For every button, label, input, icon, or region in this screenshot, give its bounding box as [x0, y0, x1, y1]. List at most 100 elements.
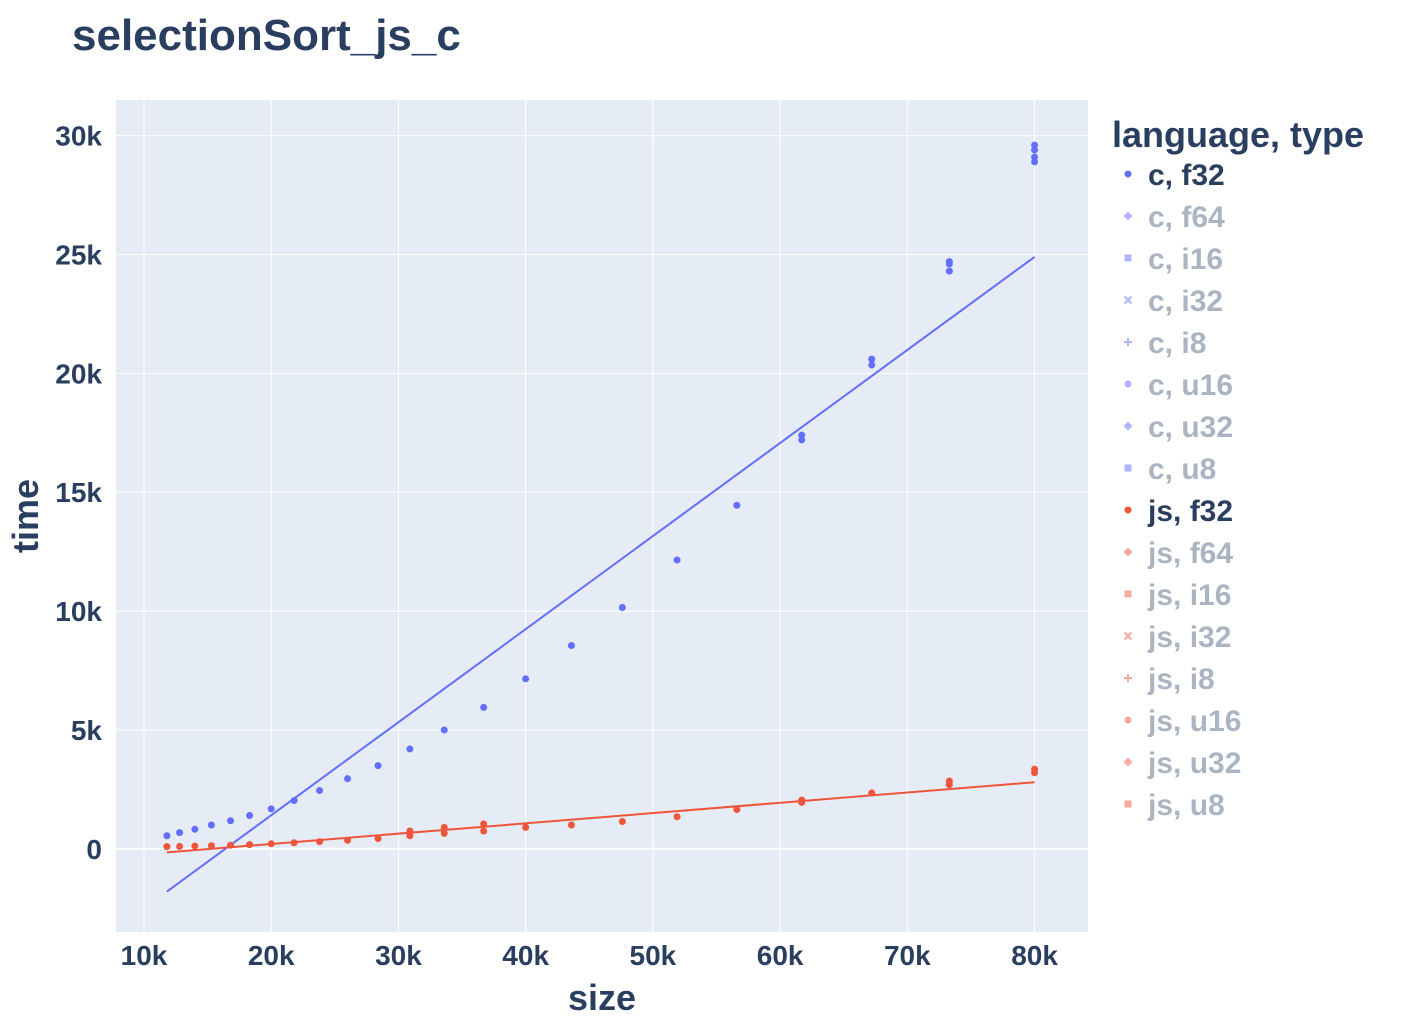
legend-marker [1124, 380, 1132, 388]
data-point[interactable] [267, 805, 275, 813]
data-point[interactable] [176, 829, 184, 837]
x-tick-label: 10k [121, 940, 168, 971]
y-tick-label: 5k [71, 715, 103, 746]
legend-item[interactable]: js, f64 [1123, 537, 1234, 570]
legend-item[interactable]: js, i8 [1124, 663, 1215, 696]
data-point[interactable] [945, 258, 953, 266]
legend-item[interactable]: c, i16 [1124, 243, 1224, 276]
legend-item[interactable]: js, i32 [1123, 621, 1232, 654]
data-point[interactable] [480, 820, 488, 828]
data-point[interactable] [440, 726, 448, 734]
data-point[interactable] [733, 501, 741, 509]
data-point[interactable] [673, 813, 681, 821]
trendline [166, 256, 1036, 893]
data-point[interactable] [344, 775, 352, 783]
y-tick-label: 0 [86, 834, 102, 865]
data-point[interactable] [522, 823, 530, 831]
data-point[interactable] [207, 842, 215, 850]
legend-marker [1124, 674, 1132, 682]
legend-item[interactable]: js, u8 [1124, 789, 1225, 822]
legend-label: js, i8 [1147, 663, 1215, 696]
data-point[interactable] [868, 355, 876, 363]
data-point[interactable] [618, 817, 626, 825]
gridlines [116, 100, 1088, 932]
legend-item[interactable]: js, u16 [1124, 705, 1242, 738]
data-point[interactable] [480, 827, 488, 835]
y-tick-label: 25k [55, 240, 102, 271]
data-point[interactable] [868, 361, 876, 369]
data-point[interactable] [1031, 765, 1039, 773]
data-point[interactable] [267, 840, 275, 848]
data-point[interactable] [246, 841, 254, 849]
data-point[interactable] [290, 839, 298, 847]
legend-item[interactable]: js, u32 [1123, 747, 1242, 780]
x-tick-label: 50k [630, 940, 677, 971]
legend-title: language, type [1112, 114, 1364, 155]
legend-label: js, u16 [1147, 705, 1241, 738]
legend-item[interactable]: c, i8 [1124, 327, 1206, 360]
legend-marker [1124, 590, 1132, 598]
data-point[interactable] [733, 806, 741, 814]
legend-label: c, i16 [1148, 243, 1223, 276]
legend-item[interactable]: c, u8 [1124, 453, 1217, 486]
data-point[interactable] [246, 812, 254, 820]
legend-label: js, i32 [1147, 621, 1231, 654]
chart-title: selectionSort_js_c [72, 11, 461, 60]
data-point[interactable] [945, 267, 953, 275]
legend-item[interactable]: c, f64 [1123, 201, 1226, 234]
legend-marker [1123, 631, 1133, 641]
legend[interactable]: c, f32 c, f64 c, i16 c, i32 c, i8 c, u16 c, u3… [1123, 159, 1242, 822]
data-point[interactable] [440, 829, 448, 837]
data-point[interactable] [1031, 141, 1039, 149]
data-point[interactable] [868, 789, 876, 797]
data-point[interactable] [522, 675, 530, 683]
data-point[interactable] [316, 787, 324, 795]
legend-marker [1124, 170, 1132, 178]
legend-marker [1123, 757, 1133, 767]
data-point[interactable] [945, 777, 953, 785]
data-point[interactable] [316, 838, 324, 846]
trendlines [166, 256, 1036, 893]
data-point[interactable] [163, 832, 171, 840]
legend-item[interactable]: c, u32 [1123, 411, 1234, 444]
plot-area[interactable] [116, 100, 1088, 932]
data-point[interactable] [374, 762, 382, 770]
x-tick-label: 60k [757, 940, 804, 971]
data-point[interactable] [227, 841, 235, 849]
legend-label: c, u16 [1148, 369, 1233, 402]
data-point[interactable] [618, 604, 626, 612]
y-tick-label: 20k [55, 358, 102, 389]
data-point[interactable] [798, 796, 806, 804]
y-tick-label: 15k [55, 477, 102, 508]
data-point[interactable] [567, 821, 575, 829]
data-points[interactable] [163, 141, 1039, 851]
legend-marker [1123, 295, 1133, 305]
data-point[interactable] [227, 817, 235, 825]
data-point[interactable] [344, 836, 352, 844]
data-point[interactable] [191, 825, 199, 833]
data-point[interactable] [406, 827, 414, 835]
y-tick-label: 10k [55, 596, 102, 627]
legend-marker [1123, 211, 1133, 221]
legend-item[interactable]: js, i16 [1124, 579, 1232, 612]
data-point[interactable] [191, 842, 199, 850]
data-point[interactable] [374, 835, 382, 843]
data-point[interactable] [290, 797, 298, 805]
data-point[interactable] [207, 821, 215, 829]
legend-item[interactable]: js, f32 [1124, 495, 1234, 528]
data-point[interactable] [480, 703, 488, 711]
data-point[interactable] [567, 642, 575, 650]
data-point[interactable] [673, 556, 681, 564]
legend-item[interactable]: c, u16 [1124, 369, 1234, 402]
legend-label: js, f64 [1147, 537, 1233, 570]
data-point[interactable] [176, 842, 184, 850]
legend-item[interactable]: c, i32 [1123, 285, 1224, 318]
data-point[interactable] [163, 843, 171, 851]
data-point[interactable] [798, 431, 806, 439]
data-point[interactable] [406, 745, 414, 753]
data-point[interactable] [440, 823, 448, 831]
legend-label: c, i8 [1148, 327, 1206, 360]
legend-marker [1123, 547, 1133, 557]
data-point[interactable] [1031, 153, 1039, 161]
legend-item[interactable]: c, f32 [1124, 159, 1225, 192]
